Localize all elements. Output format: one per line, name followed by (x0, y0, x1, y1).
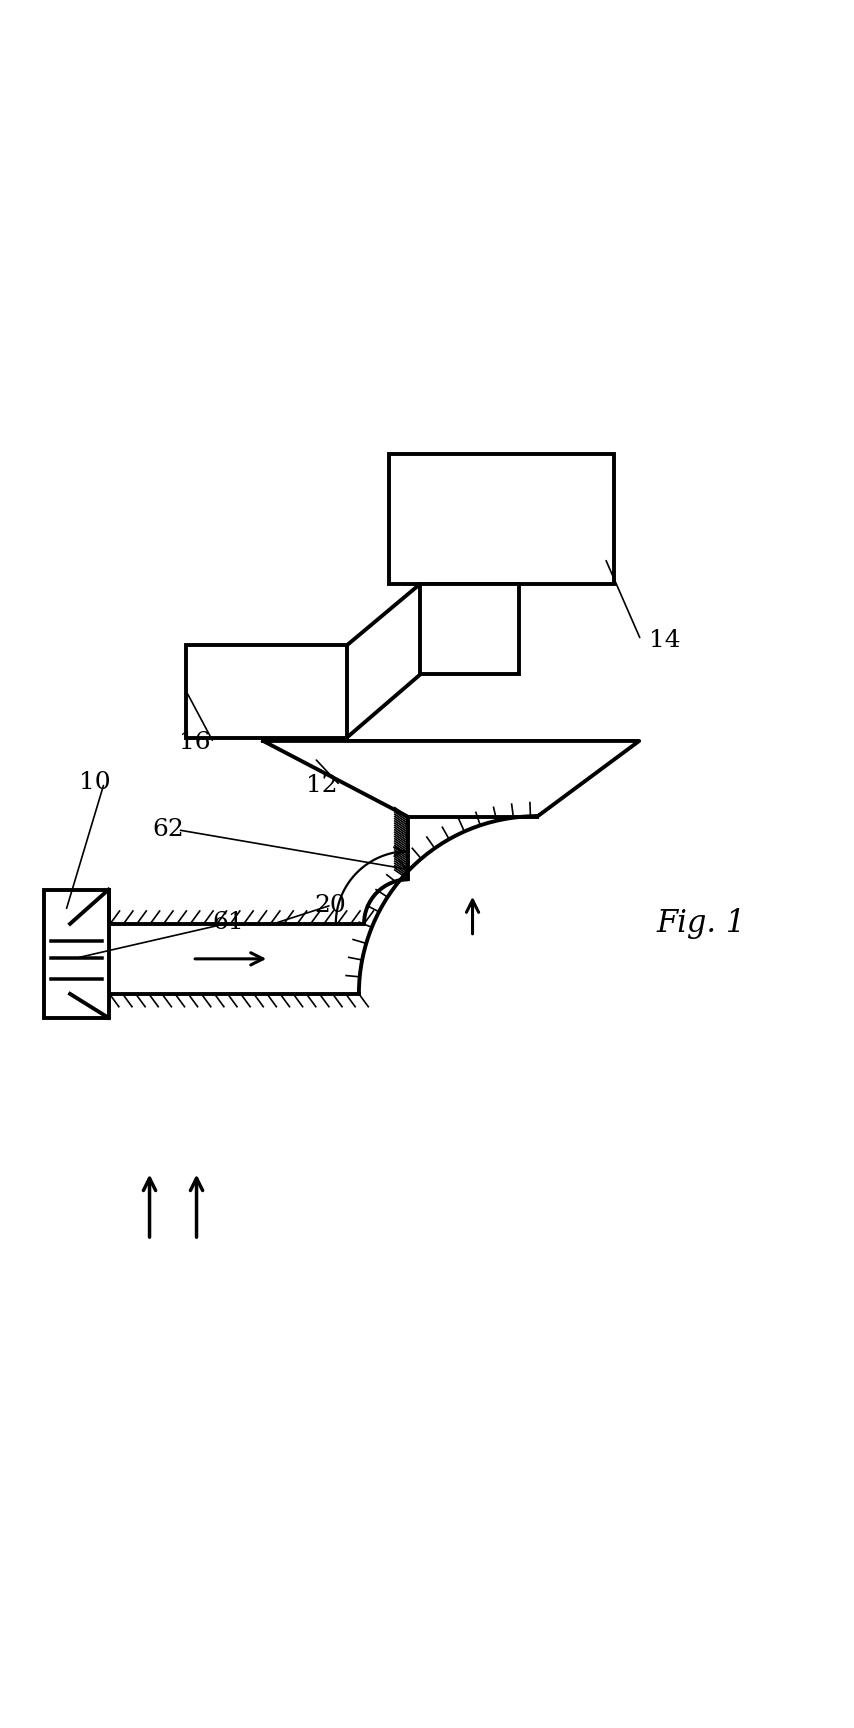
Bar (44, 890, 108, 1018)
Bar (186, 645, 347, 738)
Text: 12: 12 (306, 774, 337, 797)
Text: 16: 16 (179, 731, 211, 753)
Text: 61: 61 (212, 911, 243, 935)
Text: 14: 14 (649, 629, 681, 651)
Polygon shape (263, 741, 639, 817)
Bar (420, 584, 518, 674)
Text: 20: 20 (314, 893, 346, 916)
Text: 10: 10 (79, 771, 110, 795)
Text: 62: 62 (152, 819, 184, 842)
Bar (389, 454, 613, 584)
Text: Fig. 1: Fig. 1 (656, 909, 745, 940)
